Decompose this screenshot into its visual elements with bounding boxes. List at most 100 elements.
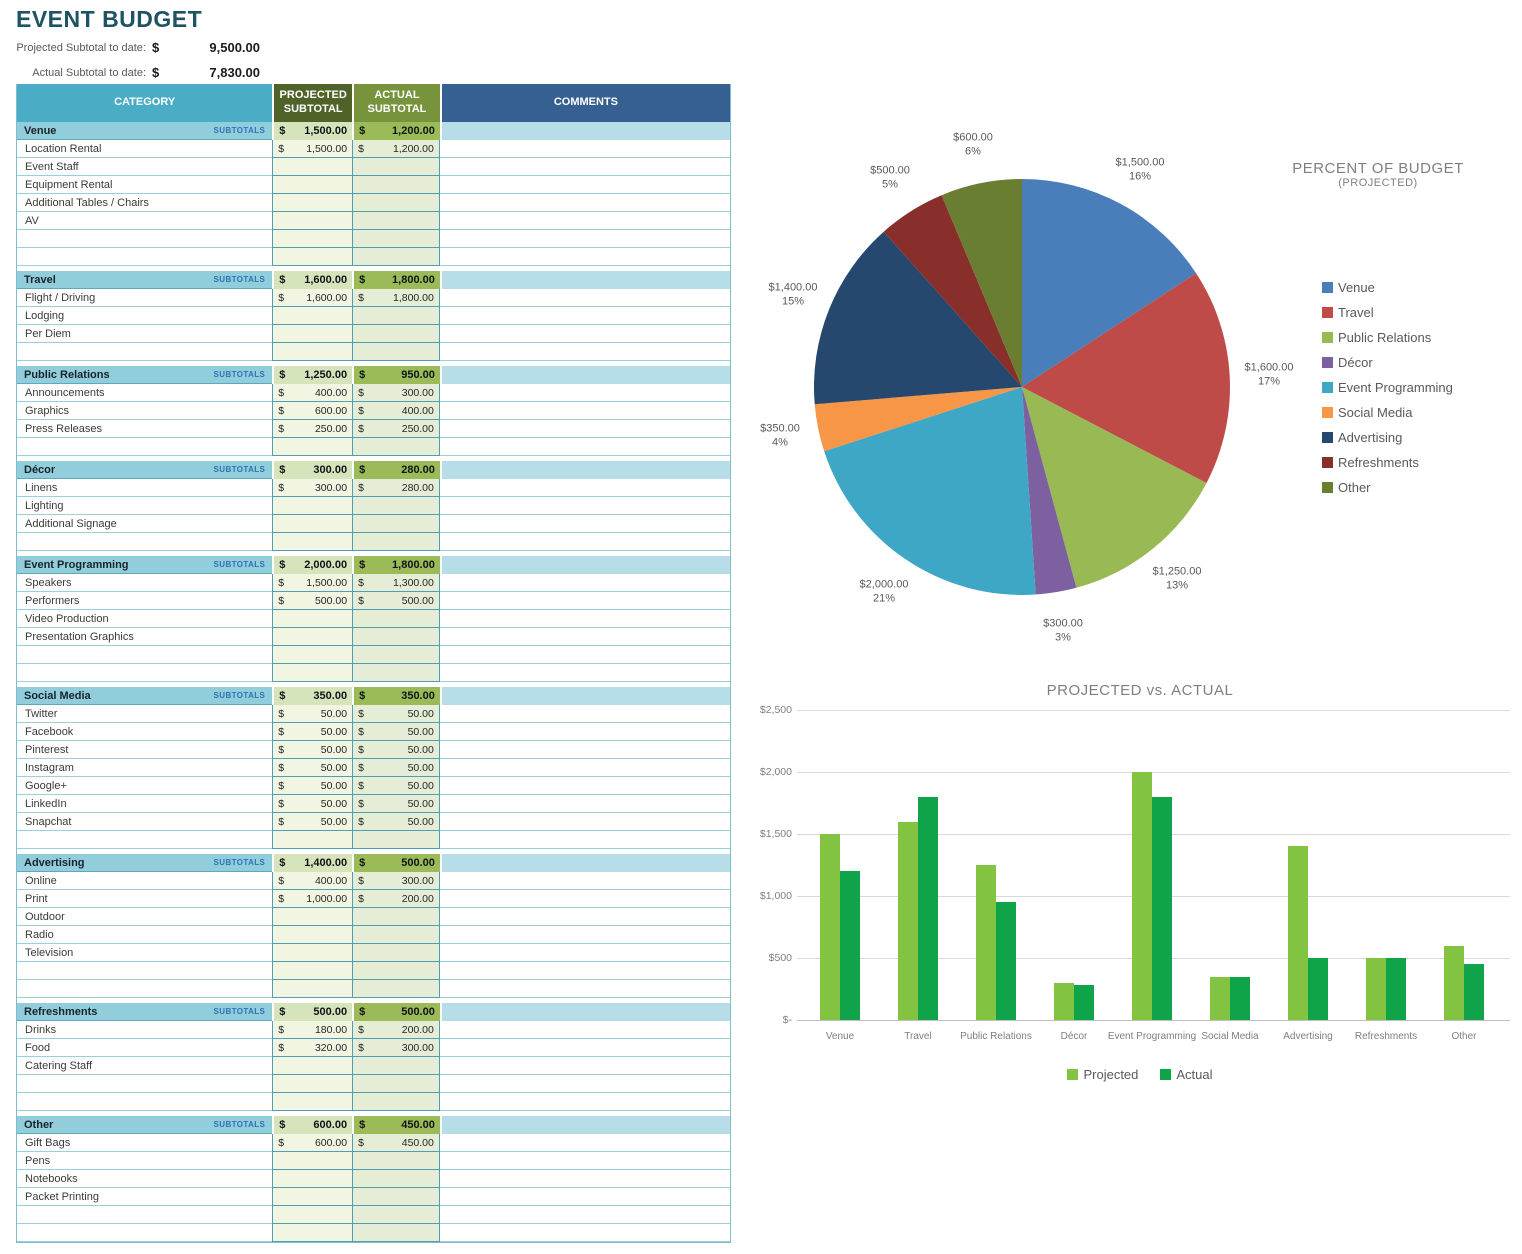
- projected-amount-cell[interactable]: $1,500.00: [272, 140, 353, 158]
- actual-amount-cell[interactable]: [352, 194, 440, 212]
- comments-cell[interactable]: [439, 366, 730, 384]
- comments-cell[interactable]: [439, 890, 731, 908]
- projected-amount-cell[interactable]: $400.00: [272, 872, 353, 890]
- comments-cell[interactable]: [439, 646, 731, 664]
- comments-cell[interactable]: [439, 795, 731, 813]
- summary-actual-value[interactable]: 7,830.00: [209, 65, 260, 80]
- actual-amount-cell[interactable]: [352, 438, 440, 456]
- projected-amount-cell[interactable]: [272, 307, 353, 325]
- actual-amount-cell[interactable]: [352, 646, 440, 664]
- item-name-cell[interactable]: [17, 343, 273, 361]
- item-name-cell[interactable]: [17, 533, 273, 551]
- projected-amount-cell[interactable]: [272, 325, 353, 343]
- actual-amount-cell[interactable]: $300.00: [352, 872, 440, 890]
- projected-amount-cell[interactable]: [272, 610, 353, 628]
- comments-cell[interactable]: [439, 574, 731, 592]
- projected-amount-cell[interactable]: [272, 497, 353, 515]
- projected-amount-cell[interactable]: $400.00: [272, 384, 353, 402]
- item-name-cell[interactable]: [17, 1224, 273, 1242]
- item-name-cell[interactable]: Additional Signage: [17, 515, 273, 533]
- comments-cell[interactable]: [439, 556, 730, 574]
- item-name-cell[interactable]: Lighting: [17, 497, 273, 515]
- projected-amount-cell[interactable]: [272, 1057, 353, 1075]
- projected-amount-cell[interactable]: [272, 628, 353, 646]
- actual-amount-cell[interactable]: [352, 533, 440, 551]
- item-name-cell[interactable]: Pinterest: [17, 741, 273, 759]
- actual-amount-cell[interactable]: [352, 212, 440, 230]
- item-name-cell[interactable]: Catering Staff: [17, 1057, 273, 1075]
- actual-subtotal-cell[interactable]: $350.00: [352, 687, 440, 705]
- projected-amount-cell[interactable]: [272, 230, 353, 248]
- comments-cell[interactable]: [439, 628, 731, 646]
- comments-cell[interactable]: [439, 402, 731, 420]
- actual-amount-cell[interactable]: $250.00: [352, 420, 440, 438]
- projected-amount-cell[interactable]: [272, 1188, 353, 1206]
- actual-amount-cell[interactable]: [352, 962, 440, 980]
- projected-amount-cell[interactable]: [272, 980, 353, 998]
- comments-cell[interactable]: [439, 271, 730, 289]
- comments-cell[interactable]: [439, 759, 731, 777]
- item-name-cell[interactable]: [17, 664, 273, 682]
- actual-amount-cell[interactable]: [352, 1152, 440, 1170]
- actual-amount-cell[interactable]: $50.00: [352, 777, 440, 795]
- actual-amount-cell[interactable]: $450.00: [352, 1134, 440, 1152]
- actual-amount-cell[interactable]: [352, 1224, 440, 1242]
- item-name-cell[interactable]: Video Production: [17, 610, 273, 628]
- projected-amount-cell[interactable]: $50.00: [272, 795, 353, 813]
- projected-amount-cell[interactable]: $600.00: [272, 1134, 353, 1152]
- actual-amount-cell[interactable]: $300.00: [352, 1039, 440, 1057]
- comments-cell[interactable]: [439, 872, 731, 890]
- comments-cell[interactable]: [439, 420, 731, 438]
- actual-amount-cell[interactable]: [352, 1075, 440, 1093]
- comments-cell[interactable]: [439, 1021, 731, 1039]
- comments-cell[interactable]: [439, 1057, 731, 1075]
- actual-amount-cell[interactable]: $50.00: [352, 813, 440, 831]
- item-name-cell[interactable]: Google+: [17, 777, 273, 795]
- comments-cell[interactable]: [439, 813, 731, 831]
- comments-cell[interactable]: [439, 831, 731, 849]
- projected-subtotal-cell[interactable]: $300.00: [272, 461, 353, 479]
- comments-cell[interactable]: [439, 926, 731, 944]
- actual-amount-cell[interactable]: $400.00: [352, 402, 440, 420]
- actual-amount-cell[interactable]: [352, 515, 440, 533]
- item-name-cell[interactable]: Food: [17, 1039, 273, 1057]
- item-name-cell[interactable]: Snapchat: [17, 813, 273, 831]
- item-name-cell[interactable]: Per Diem: [17, 325, 273, 343]
- projected-amount-cell[interactable]: [272, 343, 353, 361]
- comments-cell[interactable]: [439, 122, 730, 140]
- projected-amount-cell[interactable]: [272, 176, 353, 194]
- item-name-cell[interactable]: Notebooks: [17, 1170, 273, 1188]
- comments-cell[interactable]: [439, 212, 731, 230]
- projected-amount-cell[interactable]: [272, 1093, 353, 1111]
- item-name-cell[interactable]: Online: [17, 872, 273, 890]
- projected-amount-cell[interactable]: [272, 646, 353, 664]
- actual-amount-cell[interactable]: $1,800.00: [352, 289, 440, 307]
- actual-amount-cell[interactable]: $500.00: [352, 592, 440, 610]
- comments-cell[interactable]: [439, 854, 730, 872]
- projected-amount-cell[interactable]: $180.00: [272, 1021, 353, 1039]
- comments-cell[interactable]: [439, 497, 731, 515]
- projected-subtotal-cell[interactable]: $350.00: [272, 687, 353, 705]
- item-name-cell[interactable]: Equipment Rental: [17, 176, 273, 194]
- comments-cell[interactable]: [439, 777, 731, 795]
- comments-cell[interactable]: [439, 176, 731, 194]
- comments-cell[interactable]: [439, 1003, 730, 1021]
- item-name-cell[interactable]: Press Releases: [17, 420, 273, 438]
- item-name-cell[interactable]: Television: [17, 944, 273, 962]
- actual-subtotal-cell[interactable]: $500.00: [352, 854, 440, 872]
- actual-amount-cell[interactable]: $50.00: [352, 795, 440, 813]
- projected-amount-cell[interactable]: [272, 664, 353, 682]
- item-name-cell[interactable]: AV: [17, 212, 273, 230]
- comments-cell[interactable]: [439, 248, 731, 266]
- projected-amount-cell[interactable]: [272, 962, 353, 980]
- actual-amount-cell[interactable]: [352, 1188, 440, 1206]
- item-name-cell[interactable]: Packet Printing: [17, 1188, 273, 1206]
- comments-cell[interactable]: [439, 307, 731, 325]
- projected-subtotal-cell[interactable]: $2,000.00: [272, 556, 353, 574]
- item-name-cell[interactable]: Instagram: [17, 759, 273, 777]
- item-name-cell[interactable]: LinkedIn: [17, 795, 273, 813]
- projected-amount-cell[interactable]: [272, 1152, 353, 1170]
- actual-amount-cell[interactable]: [352, 908, 440, 926]
- projected-amount-cell[interactable]: [272, 944, 353, 962]
- item-name-cell[interactable]: [17, 831, 273, 849]
